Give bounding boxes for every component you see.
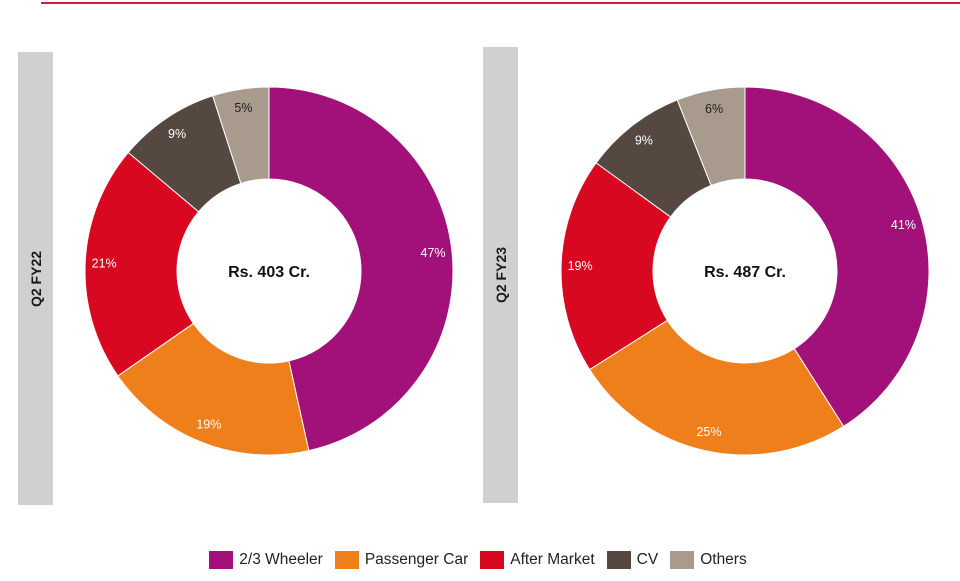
slice-data-label: 19% xyxy=(196,418,221,432)
legend-label: Passenger Car xyxy=(364,551,469,568)
donut-center-total: Rs. 403 Cr. xyxy=(228,264,310,281)
legend-item-others: Others xyxy=(670,551,751,569)
legend-swatch xyxy=(480,551,505,569)
slice-data-label: 41% xyxy=(891,218,916,232)
legend-item-2-3-wheeler: 2/3 Wheeler xyxy=(209,551,327,569)
legend-label: CV xyxy=(636,551,659,568)
donut-slice xyxy=(212,86,270,185)
donut-center-total: Rs. 487 Cr. xyxy=(704,264,786,281)
donut-charts: 47% 19% 21% 9% 5% Rs. 403 Cr. 41% 25% 19% 9% 6% Rs.… xyxy=(84,86,930,456)
legend-label: After Market xyxy=(510,551,595,568)
slice-data-label: 6% xyxy=(705,102,723,116)
slice-data-label: 9% xyxy=(635,134,653,148)
legend-swatch xyxy=(606,551,631,569)
slice-data-label: 25% xyxy=(696,425,721,439)
donut-slice xyxy=(588,319,845,456)
legend-swatch xyxy=(209,551,234,569)
donut-slice xyxy=(744,86,930,428)
slice-data-label: 5% xyxy=(234,101,252,115)
top-accent-rule xyxy=(41,2,960,4)
period-bar-1: Q2 FY22 xyxy=(18,52,53,505)
donut-slice xyxy=(268,86,454,452)
legend-item-after-market: After Market xyxy=(480,551,598,569)
donut-slice xyxy=(676,86,746,187)
period-bar-2: Q2 FY23 xyxy=(483,47,518,503)
legend-item-cv: CV xyxy=(606,551,663,569)
legend-item-passenger-car: Passenger Car xyxy=(334,551,472,569)
legend-label: Others xyxy=(700,551,747,568)
slice-data-label: 9% xyxy=(168,127,186,141)
legend-label: 2/3 Wheeler xyxy=(239,551,323,568)
slice-data-label: 21% xyxy=(92,256,117,270)
donut-slice xyxy=(560,162,672,371)
slice-data-label: 47% xyxy=(421,246,446,260)
legend: 2/3 Wheeler Passenger Car After Market C… xyxy=(0,547,960,573)
donut-slice xyxy=(117,322,310,456)
donut-slice xyxy=(84,151,200,377)
slice-data-label: 19% xyxy=(568,259,593,273)
legend-swatch xyxy=(670,551,695,569)
legend-swatch xyxy=(334,551,359,569)
